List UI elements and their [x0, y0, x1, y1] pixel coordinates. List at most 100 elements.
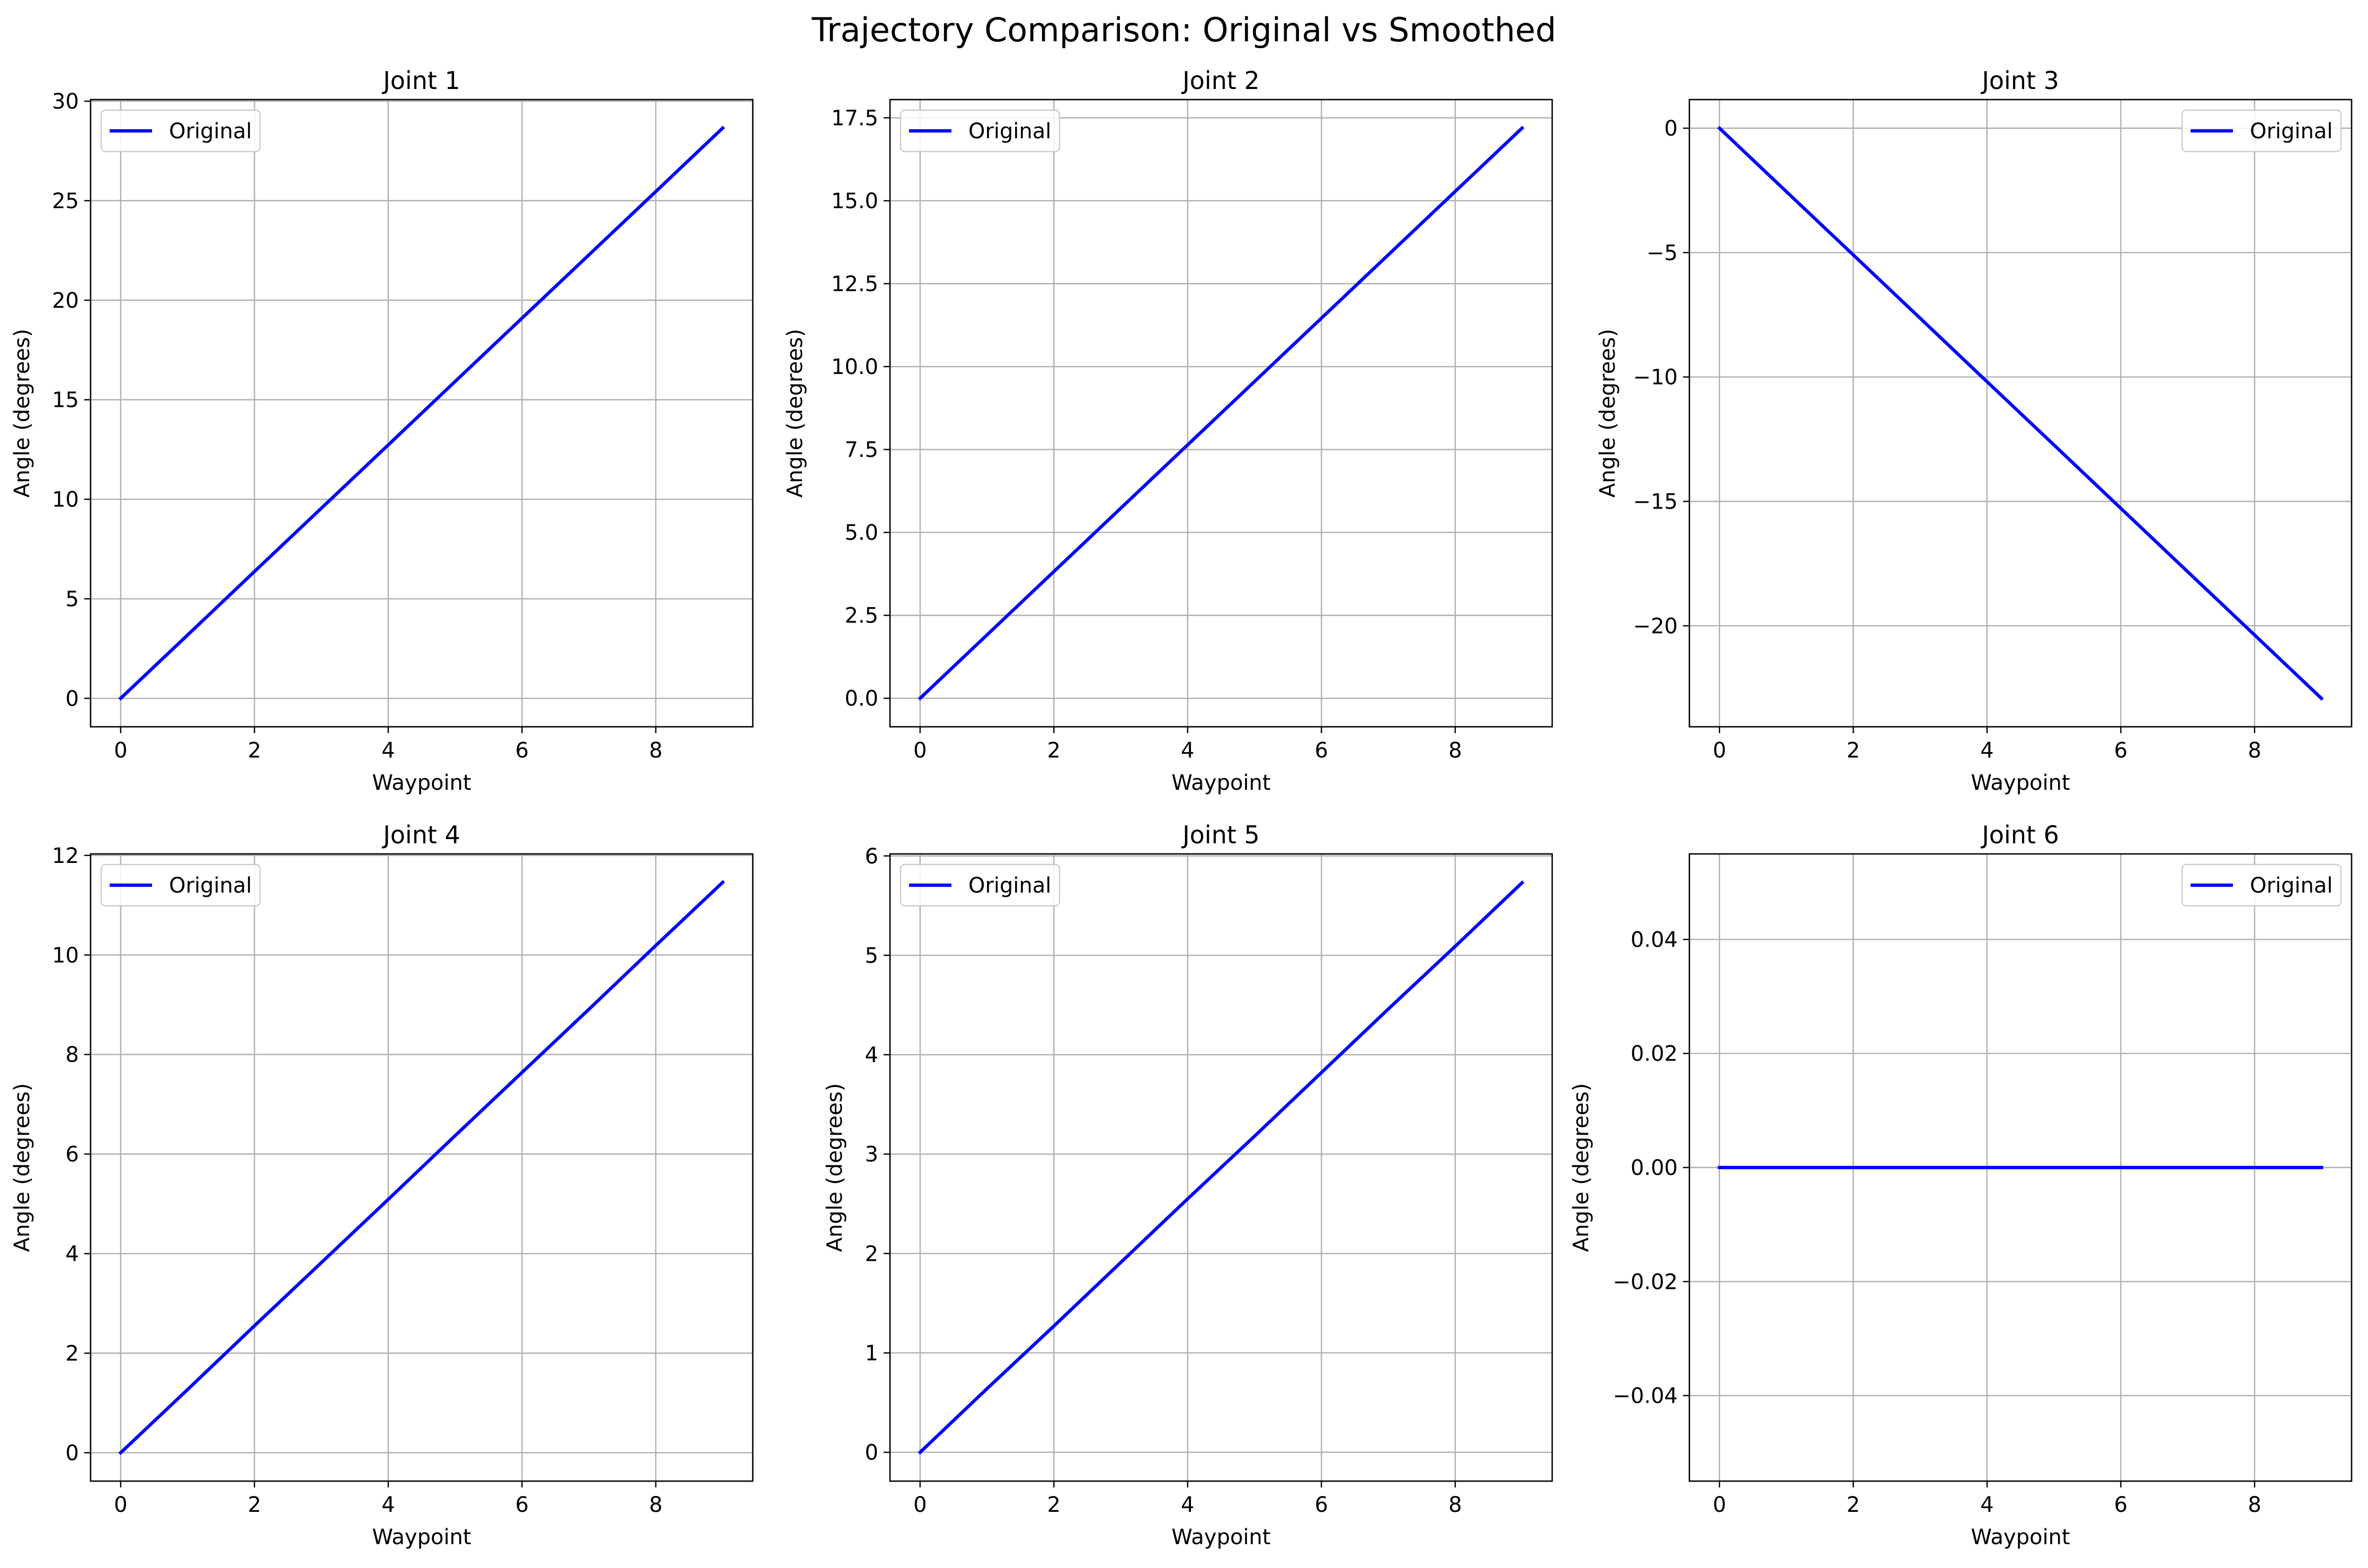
y-tick-label: 2 — [865, 1242, 878, 1266]
y-tick-label: 4 — [865, 1043, 878, 1067]
subplot-title: Joint 6 — [1980, 821, 2059, 849]
axes-frame — [90, 99, 754, 728]
y-tick-label: 15 — [52, 388, 79, 413]
x-axis-label: Waypoint — [1171, 1525, 1270, 1549]
y-tick-label: 10 — [52, 943, 79, 968]
series-line-original — [918, 126, 1525, 701]
subplot-2: 0 2 4 6 8 0.0 2.5 5.0 7.5 10.0 12.5 15.0 17.5 Joint 2… — [783, 66, 1553, 795]
y-tick-label: 2 — [66, 1342, 79, 1366]
legend: Original — [900, 109, 1061, 153]
axes-frame — [90, 853, 754, 1482]
legend-label: Original — [2250, 874, 2333, 898]
axes-frame — [889, 99, 1553, 728]
x-tick-label: 4 — [1181, 1493, 1194, 1517]
y-tick-label: 0.04 — [1631, 928, 1678, 952]
legend: Original — [100, 863, 261, 907]
legend-label: Original — [169, 874, 252, 898]
x-tick-label: 4 — [381, 1493, 395, 1517]
legend-label: Original — [968, 874, 1052, 898]
y-axis-label: Angle (degrees) — [1596, 329, 1620, 498]
x-tick-label: 4 — [1980, 1493, 1993, 1517]
x-tick-label: 6 — [515, 1493, 529, 1517]
x-tick-label: 8 — [2248, 1493, 2261, 1517]
subplot-title: Joint 1 — [381, 66, 460, 95]
subplot-6: 0 2 4 6 8 −0.04 −0.02 0.00 0.02 0.04 Joint 6 Waypoi… — [1569, 821, 2353, 1549]
x-tick-label: 2 — [248, 738, 261, 763]
y-tick-label: 5.0 — [844, 521, 878, 545]
x-tick-label: 6 — [1315, 1493, 1328, 1517]
y-tick-label: 0.0 — [844, 687, 878, 711]
y-tick-label: −5 — [1646, 241, 1678, 265]
x-tick-label: 4 — [1980, 738, 1993, 763]
x-tick-label: 0 — [114, 738, 127, 763]
x-tick-label: 8 — [649, 738, 662, 763]
y-tick-label: 6 — [66, 1143, 79, 1167]
y-tick-label: 25 — [52, 189, 79, 213]
y-axis-label: Angle (degrees) — [10, 1083, 34, 1252]
y-tick-label: −0.04 — [1613, 1384, 1678, 1409]
x-tick-label: 6 — [2114, 738, 2127, 763]
legend-box — [2181, 863, 2342, 907]
x-tick-label: 2 — [1047, 738, 1061, 763]
subplot-4: 0 2 4 6 8 0 2 4 6 8 10 12 Joint 4 Waypoint Angle (degr… — [10, 821, 754, 1549]
x-tick-label: 6 — [515, 738, 529, 763]
y-tick-label: 0 — [66, 1441, 79, 1465]
x-tick-label: 2 — [1847, 738, 1860, 763]
x-tick-label: 8 — [649, 1493, 662, 1517]
subplot-1: 0 2 4 6 8 0 5 10 15 20 25 30 Joint 1 Waypoint Angle (d… — [10, 66, 754, 795]
subplot-title: Joint 4 — [381, 821, 460, 849]
x-tick-label: 2 — [248, 1493, 261, 1517]
x-axis-label: Waypoint — [1171, 771, 1270, 795]
axes-frame — [889, 853, 1553, 1482]
x-tick-label: 0 — [1713, 738, 1726, 763]
y-tick-label: 6 — [865, 844, 878, 869]
legend-label: Original — [169, 119, 252, 144]
x-tick-label: 8 — [2248, 738, 2261, 763]
x-tick-label: 2 — [1047, 1493, 1061, 1517]
legend: Original — [100, 109, 261, 153]
y-tick-label: 3 — [865, 1143, 878, 1167]
x-axis-label: Waypoint — [1971, 771, 2070, 795]
legend-box — [2181, 109, 2342, 153]
y-tick-label: −0.02 — [1613, 1270, 1678, 1294]
legend: Original — [900, 863, 1061, 907]
y-tick-label: 0.00 — [1631, 1156, 1678, 1180]
series-line-original — [918, 880, 1525, 1455]
y-axis-label: Angle (degrees) — [10, 329, 34, 498]
series-line-original — [1717, 126, 2324, 701]
y-tick-label: 10 — [52, 488, 79, 512]
y-axis-label: Angle (degrees) — [823, 1083, 847, 1252]
x-axis-label: Waypoint — [372, 771, 471, 795]
y-axis-label: Angle (degrees) — [783, 329, 807, 498]
y-tick-label: 10.0 — [831, 355, 878, 379]
y-tick-label: 5 — [66, 587, 79, 611]
x-tick-label: 8 — [1448, 738, 1462, 763]
y-tick-label: 17.5 — [831, 106, 878, 130]
legend-label: Original — [968, 119, 1052, 144]
x-tick-label: 4 — [381, 738, 395, 763]
x-axis-label: Waypoint — [372, 1525, 471, 1549]
y-axis-label: Angle (degrees) — [1569, 1083, 1593, 1252]
subplot-title: Joint 5 — [1181, 821, 1260, 849]
x-tick-label: 6 — [2114, 1493, 2127, 1517]
y-tick-label: 0 — [1664, 117, 1678, 141]
legend-box — [900, 109, 1061, 153]
y-tick-label: 12 — [52, 844, 79, 868]
subplot-title: Joint 2 — [1181, 66, 1260, 95]
y-tick-label: 0 — [66, 687, 79, 711]
x-tick-label: 6 — [1315, 738, 1328, 763]
y-tick-label: 20 — [52, 289, 79, 313]
series-line-original — [118, 880, 725, 1455]
y-tick-label: 7.5 — [844, 438, 878, 462]
x-tick-label: 0 — [1713, 1493, 1726, 1517]
legend-label: Original — [2250, 119, 2333, 144]
y-tick-label: −15 — [1633, 489, 1678, 514]
legend-box — [100, 863, 261, 907]
x-tick-label: 8 — [1448, 1493, 1462, 1517]
y-tick-label: 30 — [52, 90, 79, 114]
x-tick-label: 0 — [913, 738, 927, 763]
x-axis-label: Waypoint — [1971, 1525, 2070, 1549]
y-tick-label: 12.5 — [831, 272, 878, 296]
legend: Original — [2181, 863, 2342, 907]
